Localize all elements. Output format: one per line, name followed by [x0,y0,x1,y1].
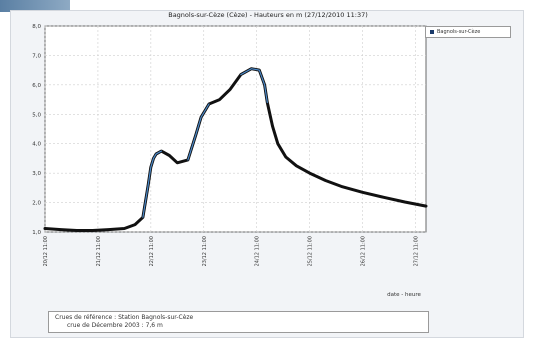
note-line-1: Crues de référence : Station Bagnols-sur… [55,314,194,321]
legend: Bagnols-sur-Cèze [425,26,511,38]
header-strip [0,0,70,12]
x-tick-label: 22/12 11:00 [149,236,155,266]
x-tick-label: 24/12 11:00 [255,236,261,266]
series-layer [43,67,428,232]
reference-note: Crues de référence : Station Bagnols-sur… [48,311,429,333]
y-tick-label: 8,0 [32,24,41,30]
x-tick-label: 20/12 11:00 [43,236,49,266]
y-tick-label: 6,0 [32,83,41,89]
grid-layer [44,25,426,233]
x-axis-label: date - heure [387,292,421,298]
y-tick-label: 1,0 [32,230,41,236]
y-tick-label: 2,0 [32,201,41,207]
x-tick-label: 26/12 11:00 [361,236,367,266]
x-axis: 20/12 11:00 21/12 11:00 22/12 11:00 23/12 1… [43,236,419,266]
legend-label: Bagnols-sur-Cèze [437,29,481,35]
x-tick-label: 23/12 11:00 [202,236,208,266]
x-tick-label: 27/12 11:00 [413,236,419,266]
y-axis: 1,0 2,0 3,0 4,0 5,0 6,0 7,0 8,0 [32,24,41,236]
y-tick-label: 7,0 [32,53,41,59]
note-line-2: crue de Décembre 2003 : 7,6 m [67,322,163,329]
chart-title: Bagnols-sur-Cèze (Cèze) - Hauteurs en m … [168,11,368,19]
x-tick-label: 25/12 11:00 [308,236,314,266]
x-tick-label: 21/12 11:00 [96,236,102,266]
legend-swatch [430,29,434,34]
plot-area [44,25,427,233]
y-tick-label: 5,0 [32,112,41,118]
y-tick-label: 4,0 [32,142,41,148]
y-tick-label: 3,0 [32,171,41,177]
series-highlight [142,68,268,218]
